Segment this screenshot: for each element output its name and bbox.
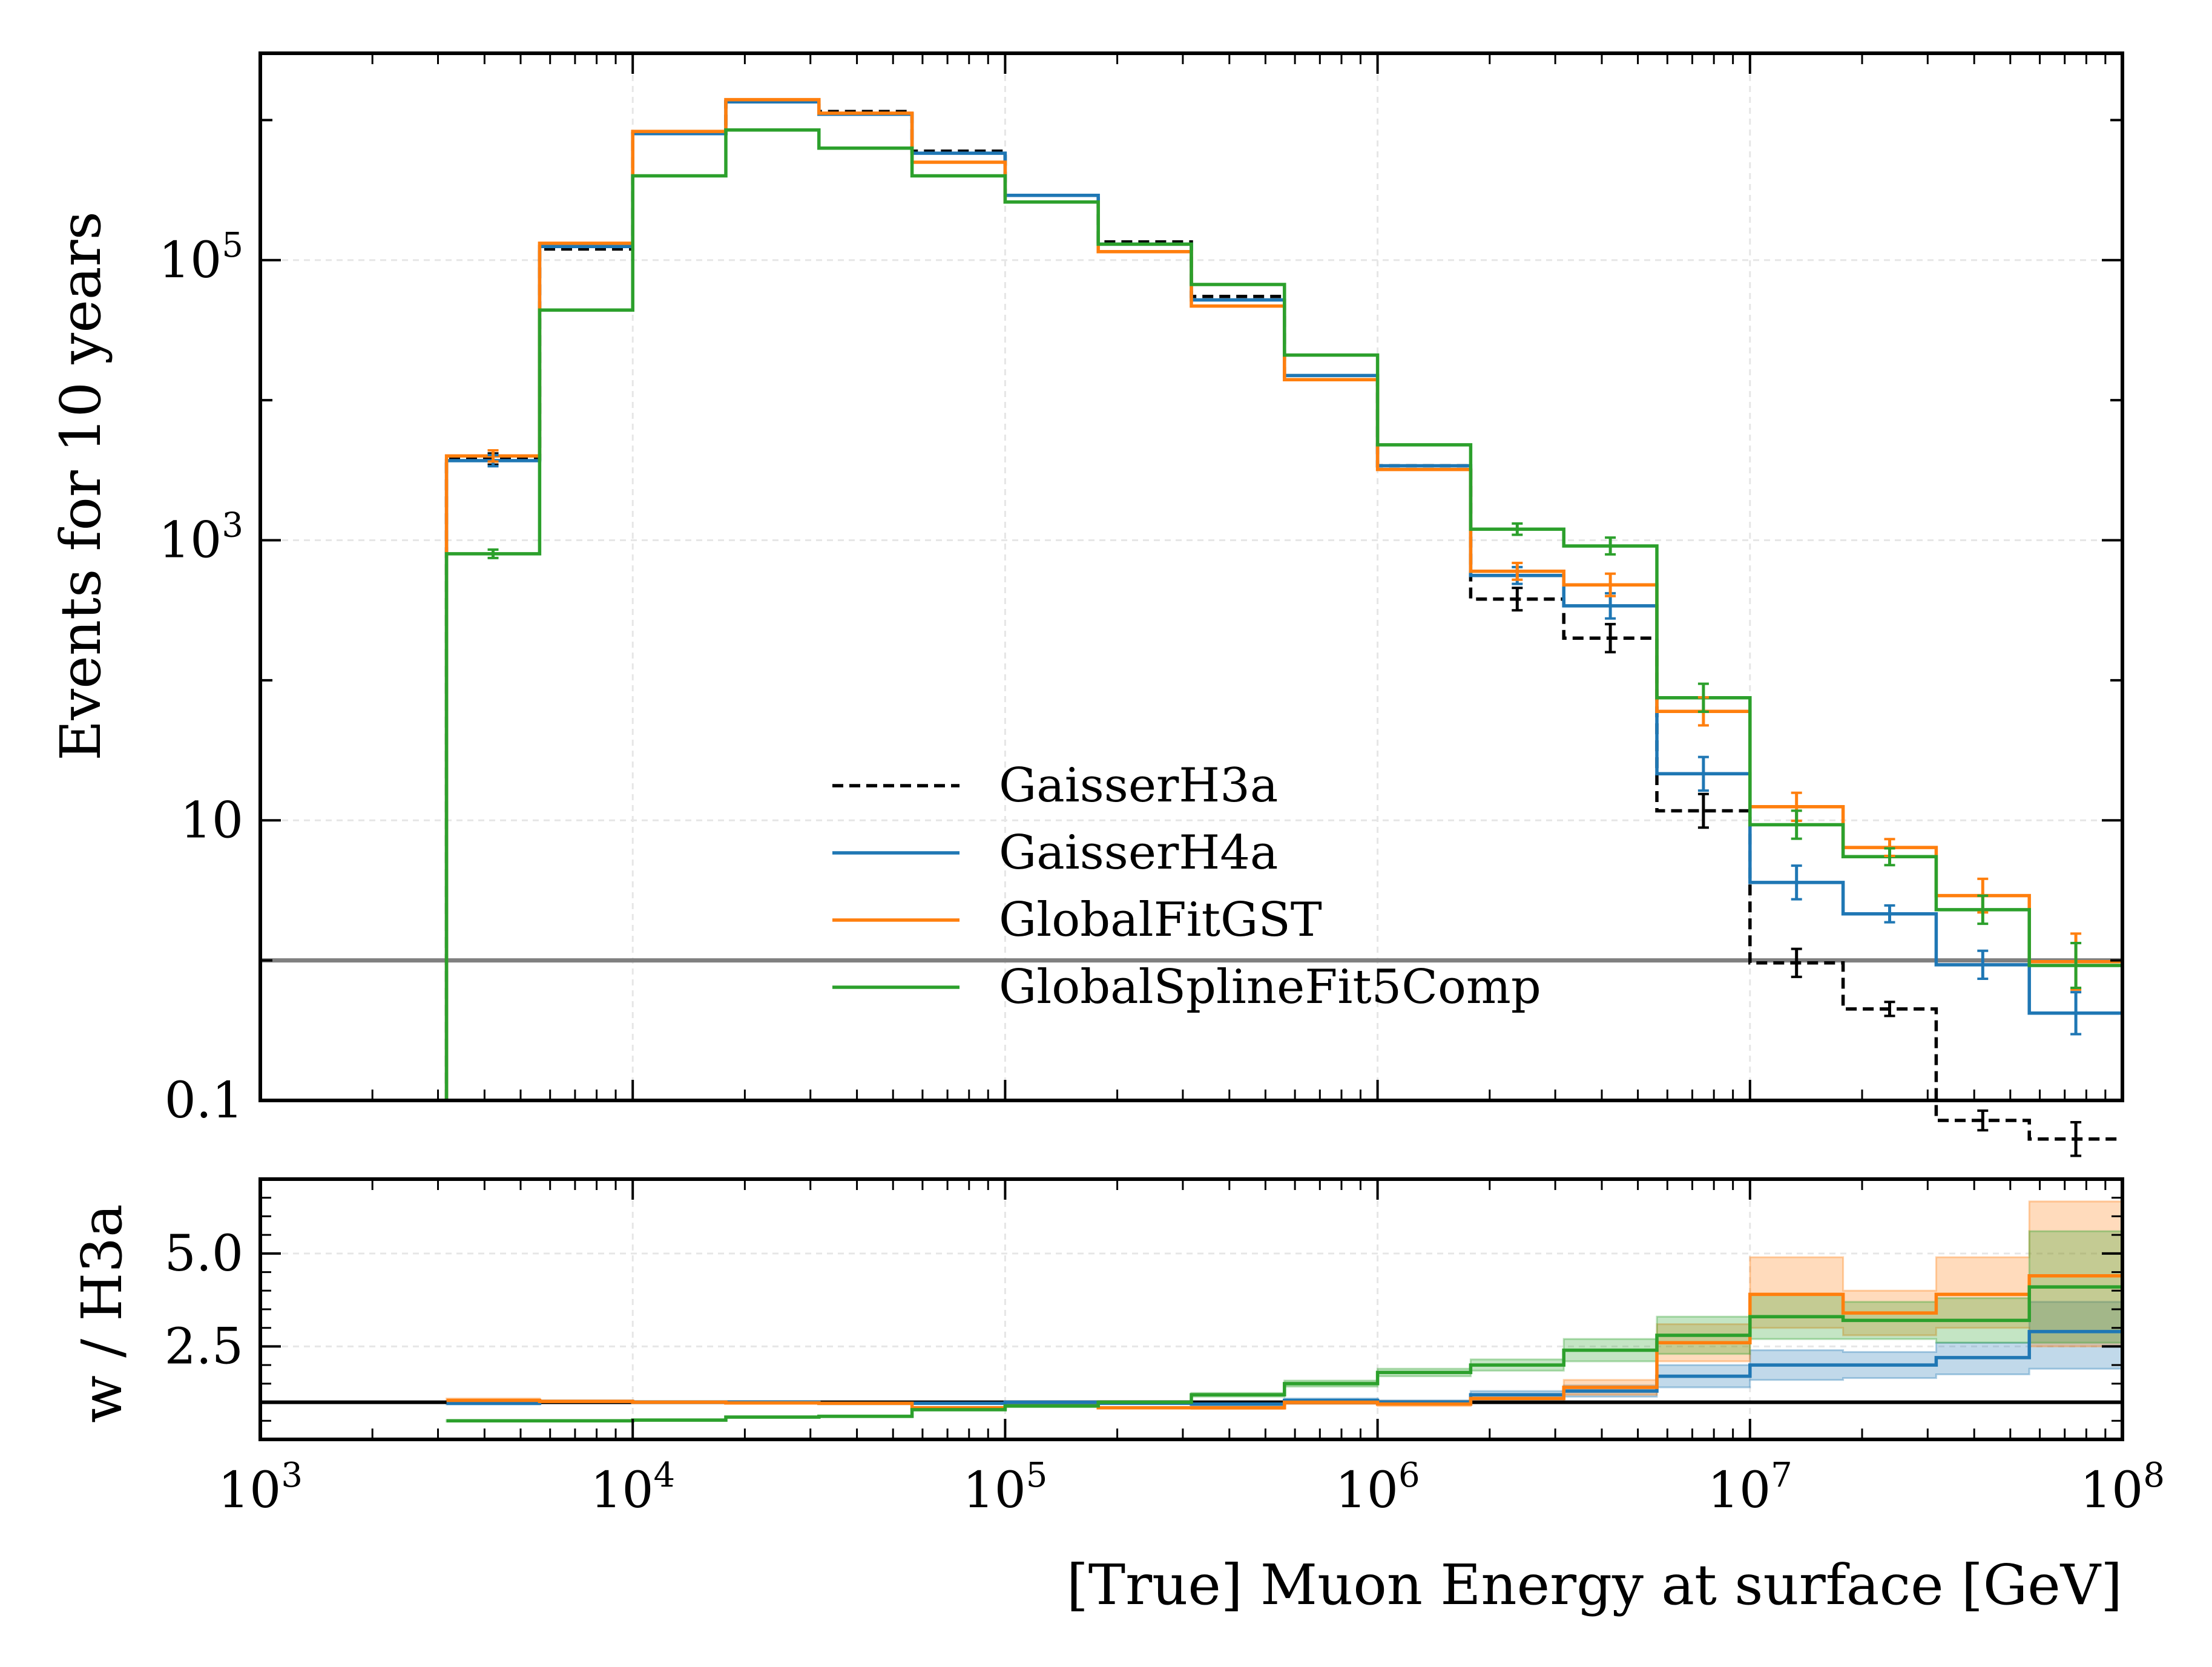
ratio-series-globalfitgst [446, 1274, 2122, 1410]
y-tick-label: 103 [159, 506, 243, 570]
x-tick-label: 106 [1335, 1456, 1420, 1519]
y-tick-label: 2.5 [165, 1318, 243, 1375]
ratio-panel-grid [260, 1179, 2122, 1439]
y-tick-label: 0.1 [165, 1072, 243, 1129]
x-tick-label: 103 [218, 1456, 303, 1519]
legend-label-gaisserh3a: GaisserH3a [999, 758, 1278, 813]
legend-label-gaisserh4a: GaisserH4a [999, 826, 1278, 880]
plot-frame [258, 51, 2124, 1102]
y-tick-label: 5.0 [165, 1225, 243, 1283]
y-tick-label: 10 [180, 792, 243, 849]
x-tick-label: 105 [963, 1456, 1047, 1519]
ratio-series-globalsplinefit5comp [446, 1285, 2122, 1423]
legend-label-globalfitgst: GlobalFitGST [999, 893, 1322, 947]
ratio-y-axis-label: w / H3a [70, 1204, 134, 1423]
x-tick-label: 107 [1708, 1456, 1792, 1519]
ratio-panel-series [260, 1274, 2122, 1423]
x-axis-label: [True] Muon Energy at surface [GeV] [1067, 1553, 2122, 1617]
x-tick-label: 104 [590, 1456, 675, 1519]
y-tick-label: 105 [159, 226, 243, 289]
legend-label-globalsplinefit5comp: GlobalSplineFit5Comp [999, 960, 1541, 1014]
top-y-axis-label: Events for 10 years [48, 211, 113, 761]
top-panel-series [260, 97, 2122, 1141]
legend: GaisserH3a GaisserH4a GlobalFitGST GlobalSp… [832, 758, 1541, 1014]
ratio-panel-axes: 2.5 5.0 103 104 105 106 107 108 [165, 1177, 2165, 1519]
x-tick-label: 108 [2080, 1456, 2165, 1519]
series-gaisserh4a [444, 100, 2122, 1100]
series-globalfitgst [444, 97, 2122, 1100]
series-globalsplinefit5comp [444, 128, 2122, 1100]
top-panel-error-bars [487, 449, 2082, 1157]
top-panel-axes: 0.1 10 103 105 [159, 51, 2124, 1129]
